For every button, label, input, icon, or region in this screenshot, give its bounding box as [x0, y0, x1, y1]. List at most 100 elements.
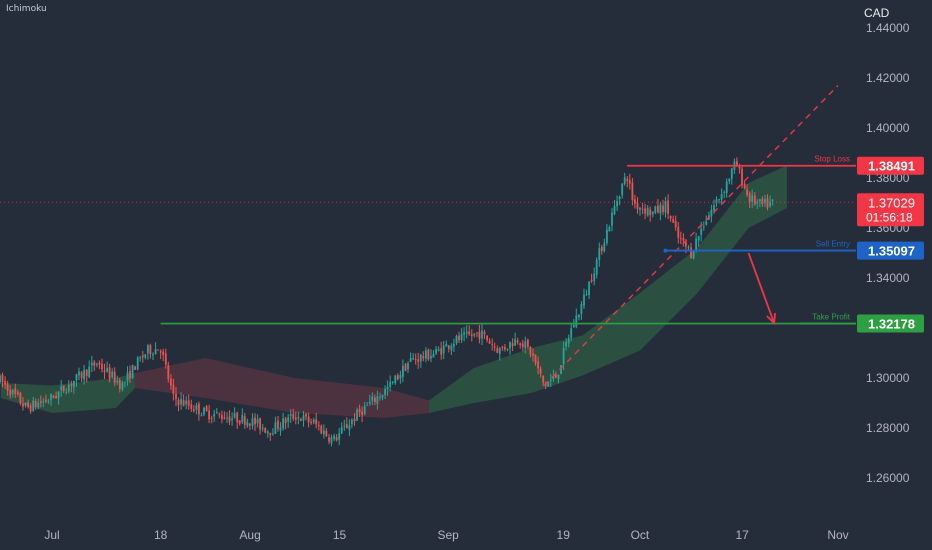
candle-body-123: [312, 419, 315, 423]
x-tick-7: 17: [735, 528, 749, 542]
candle-body-145: [368, 401, 371, 404]
candle-body-17: [42, 401, 45, 403]
candle-body-221: [562, 347, 565, 365]
candle-body-168: [427, 349, 430, 360]
candle-body-179: [455, 335, 458, 344]
cloud-segment-1: [135, 358, 429, 418]
candle-body-177: [450, 345, 453, 351]
candle-body-130: [330, 437, 333, 444]
candle-body-112: [284, 418, 287, 424]
candle-body-254: [646, 207, 649, 216]
candle-body-171: [435, 349, 437, 354]
candle-body-154: [391, 381, 394, 383]
candle-body-151: [384, 388, 386, 396]
candle-body-117: [297, 417, 300, 419]
candle-body-222: [565, 342, 567, 347]
cloud-segment-0: [0, 373, 136, 413]
candle-body-121: [307, 416, 310, 423]
candle-body-217: [552, 375, 555, 379]
candle-body-42: [106, 367, 108, 372]
candle-body-51: [129, 371, 131, 379]
candle-body-79: [200, 415, 203, 417]
candle-body-232: [590, 280, 593, 282]
sell-entry-price-badge: [857, 241, 924, 260]
candle-body-160: [407, 363, 409, 370]
x-tick-6: Oct: [631, 528, 650, 542]
take-profit-price-badge: [857, 314, 924, 333]
candle-body-129: [328, 437, 330, 442]
candle-body-82: [208, 410, 210, 420]
candle-body-147: [374, 397, 376, 402]
candle-body-46: [116, 381, 119, 383]
candle-body-263: [669, 215, 672, 219]
candle-body-261: [664, 201, 667, 213]
candle-body-195: [496, 348, 499, 353]
candle-body-149: [379, 396, 381, 398]
candle-body-38: [96, 364, 98, 366]
candle-body-190: [483, 332, 486, 335]
candle-body-146: [371, 396, 374, 401]
candle-body-66: [167, 365, 170, 379]
candle-body-71: [180, 398, 182, 405]
candle-body-31: [78, 371, 80, 376]
candle-body-98: [249, 423, 251, 426]
y-tick-8: 1.28000: [866, 421, 910, 435]
time-axis[interactable]: Jul 18 Aug 15 Sep 19 Oct 17 Nov: [44, 528, 848, 542]
candle-body-245: [623, 177, 626, 184]
candle-body-48: [121, 382, 124, 390]
candle-body-4: [9, 389, 12, 396]
candle-body-95: [241, 415, 244, 423]
candle-body-202: [514, 339, 516, 346]
y-tick-7: 1.30000: [866, 371, 910, 385]
candle-body-255: [649, 209, 652, 215]
candle-body-248: [631, 182, 634, 201]
candle-body-191: [486, 335, 488, 341]
candle-body-280: [713, 205, 715, 211]
candle-body-77: [195, 405, 198, 410]
candle-body-163: [414, 359, 417, 360]
candle-body-178: [453, 343, 455, 347]
indicator-label[interactable]: Ichimoku: [6, 4, 47, 14]
candle-body-185: [470, 334, 473, 337]
candle-body-256: [651, 211, 654, 215]
candle-body-228: [580, 304, 583, 314]
candle-body-72: [182, 400, 185, 406]
candle-body-275: [700, 228, 703, 235]
candle-body-33: [83, 369, 85, 380]
x-tick-8: Nov: [827, 528, 848, 542]
candle-body-90: [228, 416, 231, 422]
candle-body-176: [447, 345, 450, 349]
candle-body-83: [210, 418, 213, 419]
candle-body-281: [715, 199, 718, 204]
sell-entry-text: Sell Entry: [816, 240, 850, 249]
candle-body-155: [394, 375, 397, 384]
candle-body-162: [412, 358, 414, 360]
candle-body-257: [654, 206, 657, 213]
candle-body-3: [6, 383, 9, 391]
trendline: [543, 85, 839, 386]
candle-body-260: [662, 205, 664, 213]
candle-body-300: [764, 199, 766, 203]
candle-body-103: [261, 427, 264, 429]
candle-body-189: [481, 330, 483, 339]
candle-body-92: [233, 413, 236, 418]
candle-body-231: [588, 281, 590, 295]
y-tick-1: 1.42000: [866, 71, 910, 85]
candle-body-175: [445, 344, 448, 347]
candle-body-107: [272, 433, 274, 435]
current-price-badge: [857, 193, 924, 227]
candle-body-34: [85, 369, 88, 377]
candle-body-211: [537, 361, 539, 369]
candle-body-236: [600, 246, 603, 252]
candle-body-296: [753, 195, 756, 205]
candle-body-6: [14, 388, 17, 394]
candle-body-244: [621, 183, 624, 196]
candle-body-131: [333, 435, 335, 439]
x-tick-4: Sep: [438, 528, 460, 542]
candle-body-9: [22, 403, 24, 407]
candle-body-30: [75, 374, 78, 381]
candle-body-249: [634, 199, 636, 204]
candle-body-238: [606, 229, 608, 244]
candle-body-277: [705, 221, 708, 225]
